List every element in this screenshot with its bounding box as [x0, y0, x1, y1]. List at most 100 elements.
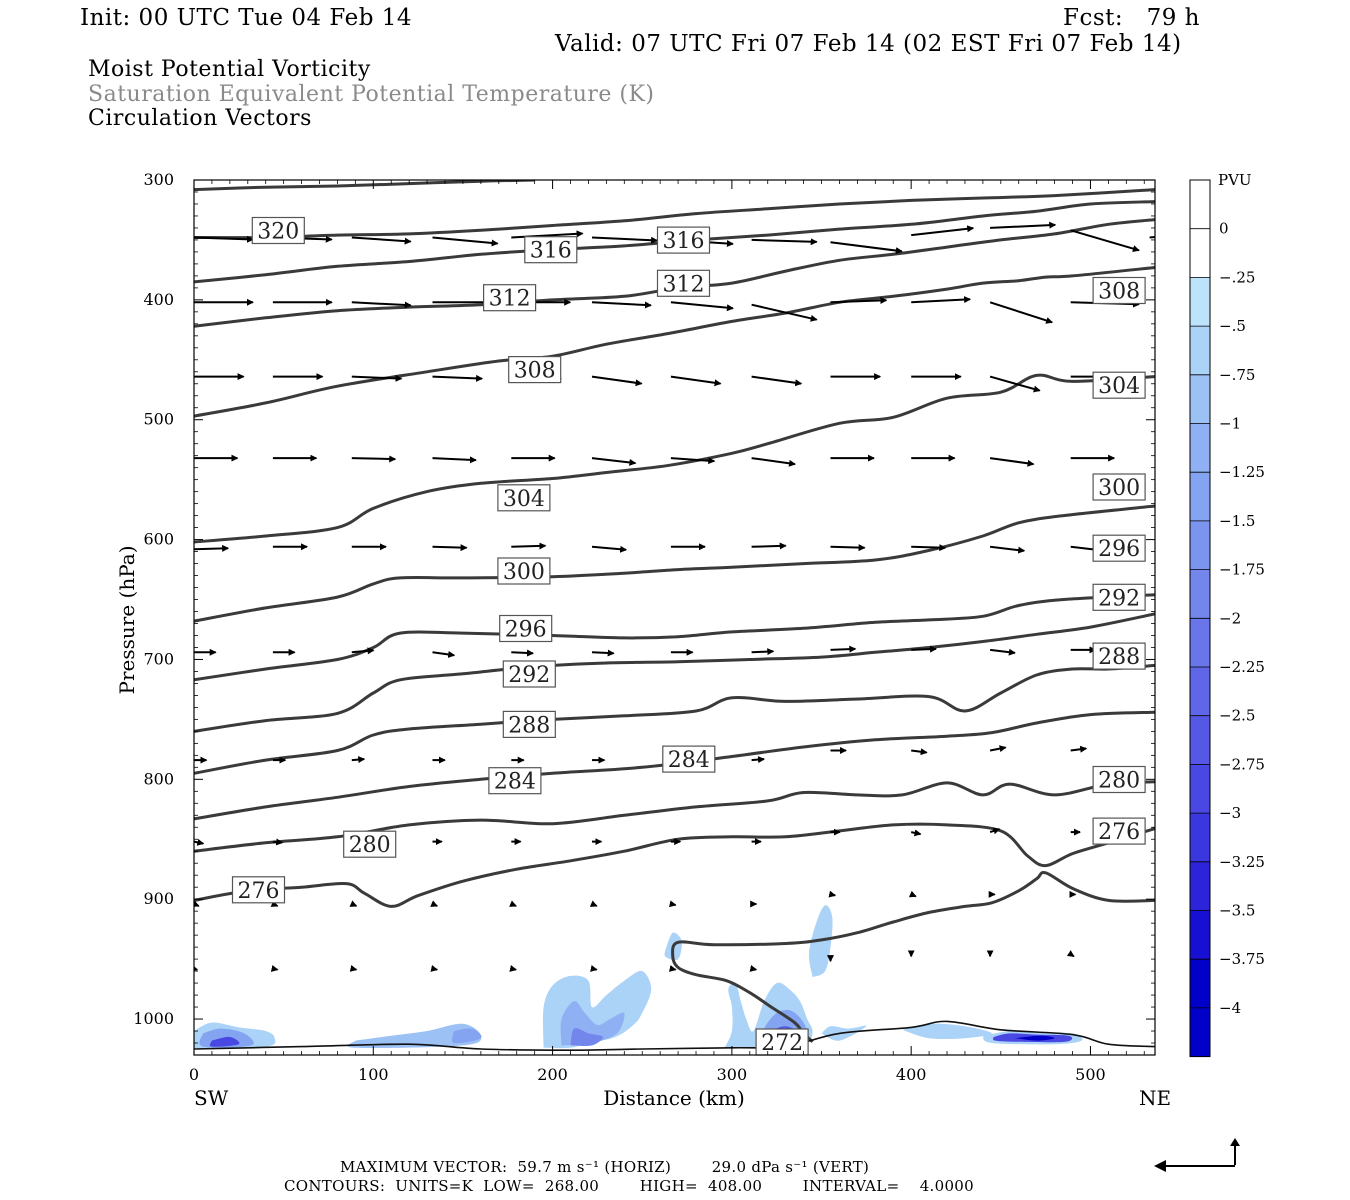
contour-label-box [499, 614, 553, 643]
contour-label-box [755, 1028, 809, 1056]
y-tick-label: 1000 [133, 1009, 174, 1028]
colorbar-cell [1190, 715, 1210, 765]
contour-label-text: 304 [1098, 374, 1140, 399]
circulation-vector [430, 965, 439, 972]
contour-label: 312 [656, 269, 711, 297]
pv-colorbar: 0 −.25 −.5 −.75 −1 −1.25 −1.5 −1.75 −2 −2.25 −2.5 −… [1189, 179, 1265, 1058]
contour-labels: 276 276 280 280 284 284 288 288 292 296 292 300 296 3… [231, 216, 1146, 1056]
x-tick-label: 100 [358, 1065, 389, 1084]
circulation-vector [910, 829, 922, 837]
contour-label: 300 [1092, 473, 1146, 501]
colorbar-cell [1190, 423, 1210, 473]
circulation-vector [669, 900, 677, 908]
contours-info-text: CONTOURS: UNITS=K LOW= 268.00 HIGH= 408.… [284, 1177, 974, 1195]
colorbar-tick-label: −1.75 [1219, 561, 1265, 579]
contour-label: 280 [1092, 765, 1146, 794]
contour-label-box [1092, 473, 1146, 501]
circulation-vector [270, 965, 279, 972]
x-tick-label: 0 [189, 1065, 199, 1084]
contour-label: 276 [231, 876, 286, 904]
colorbar-cell [1190, 277, 1210, 327]
x-tick-label: 400 [896, 1065, 927, 1084]
circulation-vector [1066, 950, 1075, 958]
contour-label-text: 304 [503, 487, 545, 512]
contour-label: 292 [502, 660, 556, 688]
y-tick-label: 900 [143, 889, 174, 908]
circulation-vector [432, 374, 484, 382]
circulation-vector [509, 900, 517, 907]
circulation-vector [751, 303, 818, 322]
contour-label-box [231, 876, 286, 904]
title-mpv: Moist Potential Vorticity [88, 57, 371, 82]
contour-label-text: 280 [349, 833, 391, 858]
colorbar-tick-label: −3.75 [1219, 950, 1265, 968]
circulation-vector [670, 301, 734, 312]
colorbar-tick-label: −1 [1219, 415, 1241, 433]
circulation-vector [830, 297, 888, 305]
circulation-vector [989, 745, 1007, 753]
colorbar-tick-label: −1.25 [1219, 463, 1265, 481]
contour-label: 308 [1092, 276, 1146, 305]
title-vectors: Circulation Vectors [88, 106, 312, 131]
contour-label-text: 296 [505, 618, 547, 643]
contour-288 [194, 663, 1155, 775]
circulation-vector [591, 457, 637, 466]
contour-label-text: 312 [663, 272, 705, 297]
contour-label-box [1092, 276, 1146, 305]
contour-label-text: 276 [238, 879, 280, 904]
contour-label-text: 284 [494, 770, 536, 795]
circulation-vector [989, 827, 1001, 835]
contour-label: 276 [1092, 817, 1146, 845]
contour-label: 280 [343, 830, 397, 858]
x-tick-label: 300 [717, 1065, 748, 1084]
circulation-vector [751, 238, 818, 246]
contour-label: 312 [483, 284, 537, 312]
y-tick-label: 800 [143, 769, 174, 788]
circulation-vector [511, 649, 534, 657]
contour-label-text: 280 [1098, 769, 1140, 794]
circulation-vector [194, 900, 200, 907]
x-axis-label: Distance (km) [603, 1086, 745, 1110]
circulation-vectors [194, 221, 1155, 972]
pv-patch [1015, 1035, 1055, 1041]
circulation-vector [349, 965, 358, 972]
contour-label: 292 [1092, 583, 1146, 611]
colorbar-cell [1190, 813, 1210, 862]
circulation-vector [911, 544, 947, 552]
circulation-vector [989, 457, 1035, 467]
colorbar-cell [1190, 959, 1210, 1008]
contour-label: 288 [1092, 642, 1146, 670]
circulation-vector [194, 544, 230, 552]
y-tick-label: 600 [143, 530, 174, 549]
contour-label-box [251, 216, 305, 245]
contour-label-box [343, 830, 397, 858]
colorbar-tick-label: −3.25 [1219, 853, 1265, 871]
circulation-vector [830, 544, 866, 552]
circulation-vector [194, 838, 205, 846]
circulation-vector [432, 456, 477, 464]
y-tick-label: 400 [143, 290, 174, 309]
circulation-vector [751, 457, 796, 467]
contour-label-box [1092, 371, 1146, 399]
circulation-vector [432, 651, 456, 658]
colorbar-cell [1190, 374, 1210, 424]
circulation-vector [751, 648, 775, 656]
contour-label-box [662, 745, 716, 773]
pv-patch [902, 1023, 992, 1040]
x-end-right-label: NE [1139, 1086, 1171, 1110]
circulation-vector [990, 221, 1057, 229]
circulation-vector [432, 236, 499, 247]
colorbar-cell [1190, 228, 1210, 278]
contour-label-box [1092, 583, 1146, 611]
contour-label: 308 [508, 356, 562, 384]
contour-label-text: 308 [514, 359, 556, 384]
circulation-vector [670, 457, 716, 465]
x-end-left-label: SW [194, 1086, 229, 1110]
contour-label-box [497, 484, 551, 512]
y-tick-label: 300 [143, 170, 174, 189]
circulation-vector [194, 235, 254, 243]
contour-label-text: 288 [1098, 645, 1140, 670]
pv-patch [452, 1028, 482, 1044]
contour-label-text: 312 [489, 287, 531, 312]
